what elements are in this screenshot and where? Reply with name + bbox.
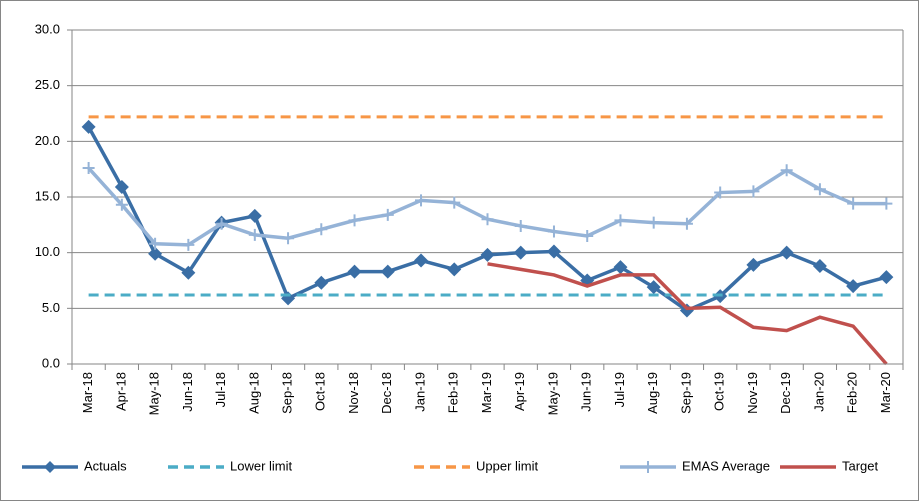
x-tick-label: Jul-18	[213, 372, 228, 407]
x-tick-label: Jan-20	[811, 372, 826, 412]
marker	[415, 194, 428, 207]
x-tick-label: Aug-18	[246, 372, 261, 414]
x-tick-label: Feb-20	[845, 372, 860, 413]
legend-label: Actuals	[84, 458, 127, 473]
y-tick-label: 30.0	[35, 21, 60, 36]
marker	[148, 246, 163, 261]
x-tick-label: Oct-19	[712, 372, 727, 411]
marker	[846, 279, 861, 294]
legend-label: Upper limit	[476, 458, 539, 473]
marker	[248, 228, 261, 241]
x-tick-label: Mar-20	[878, 372, 893, 413]
series	[487, 262, 888, 366]
legend-label: Lower limit	[230, 458, 293, 473]
x-tick-label: Oct-18	[313, 372, 328, 411]
x-tick-label: Nov-18	[346, 372, 361, 414]
marker	[448, 196, 461, 209]
marker	[414, 253, 429, 268]
marker	[315, 223, 328, 236]
x-tick-label: Feb-19	[446, 372, 461, 413]
marker	[481, 213, 494, 226]
marker	[149, 237, 162, 250]
x-tick-label: May-18	[147, 372, 162, 415]
y-tick-label: 0.0	[42, 355, 60, 370]
marker	[812, 259, 827, 274]
x-tick-label: Dec-19	[778, 372, 793, 414]
x-tick-label: May-19	[545, 372, 560, 415]
x-tick-label: Mar-18	[80, 372, 95, 413]
x-tick-label: Sep-18	[279, 372, 294, 414]
marker	[348, 214, 361, 227]
marker	[613, 260, 628, 275]
marker	[847, 197, 860, 210]
marker	[114, 179, 129, 194]
x-tick-label: Mar-19	[479, 372, 494, 413]
marker	[282, 232, 295, 245]
x-tick-label: Dec-18	[379, 372, 394, 414]
marker	[380, 264, 395, 279]
marker	[546, 244, 561, 259]
y-tick-label: 25.0	[35, 77, 60, 92]
marker	[646, 280, 661, 295]
marker	[480, 247, 495, 262]
series	[82, 162, 893, 251]
marker	[680, 217, 693, 230]
legend-label: EMAS Average	[682, 458, 770, 473]
marker	[381, 208, 394, 221]
marker	[182, 238, 195, 251]
x-tick-label: Jun-19	[579, 372, 594, 412]
y-tick-label: 5.0	[42, 300, 60, 315]
x-tick-label: Nov-19	[745, 372, 760, 414]
x-tick-label: Sep-19	[678, 372, 693, 414]
y-tick-label: 20.0	[35, 133, 60, 148]
marker	[714, 186, 727, 199]
marker	[247, 208, 262, 223]
marker	[447, 262, 462, 277]
x-tick-label: Jul-19	[612, 372, 627, 407]
marker	[879, 270, 894, 285]
marker	[514, 219, 527, 232]
marker	[614, 214, 627, 227]
marker	[780, 164, 793, 177]
marker	[347, 264, 362, 279]
legend-marker	[642, 461, 654, 473]
series-line	[487, 262, 888, 366]
marker	[547, 225, 560, 238]
marker	[215, 217, 228, 230]
marker	[81, 119, 96, 134]
marker	[181, 265, 196, 280]
marker	[813, 183, 826, 196]
y-tick-label: 15.0	[35, 188, 60, 203]
marker	[581, 229, 594, 242]
marker	[880, 197, 893, 210]
marker	[115, 198, 128, 211]
marker	[314, 275, 329, 290]
marker	[779, 245, 794, 260]
marker	[647, 216, 660, 229]
marker	[513, 245, 528, 260]
x-tick-label: Jun-18	[180, 372, 195, 412]
marker	[82, 162, 95, 175]
legend-marker	[44, 461, 56, 473]
y-tick-label: 10.0	[35, 244, 60, 259]
marker	[746, 257, 761, 272]
x-tick-label: Jan-19	[412, 372, 427, 412]
x-tick-label: Apr-18	[113, 372, 128, 411]
marker	[747, 185, 760, 198]
legend-label: Target	[842, 458, 879, 473]
x-tick-label: Aug-19	[645, 372, 660, 414]
x-tick-label: Apr-19	[512, 372, 527, 411]
